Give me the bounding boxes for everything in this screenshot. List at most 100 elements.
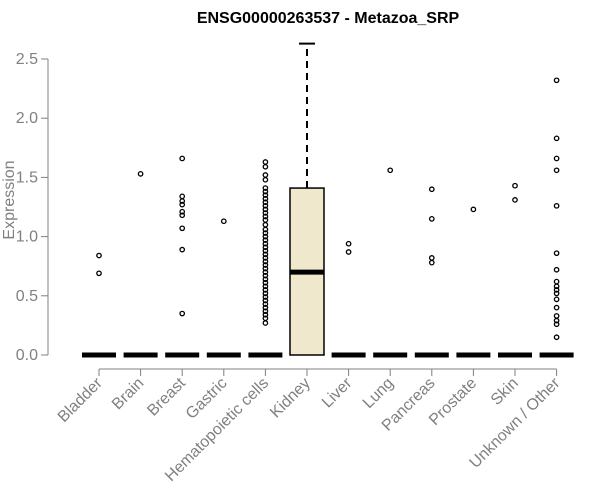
outlier-point bbox=[553, 202, 560, 209]
outlier-point bbox=[262, 176, 269, 183]
y-tick-label: 2.5 bbox=[16, 51, 38, 68]
outlier-point bbox=[262, 258, 269, 265]
outlier-point bbox=[262, 195, 269, 202]
boxes-group bbox=[82, 42, 574, 358]
outlier-point bbox=[262, 199, 269, 206]
outlier-point bbox=[512, 197, 518, 203]
outlier-point bbox=[262, 172, 269, 178]
box-unknown-other bbox=[539, 77, 574, 358]
outlier-point bbox=[262, 237, 269, 244]
outlier-point bbox=[553, 135, 560, 142]
outlier-point bbox=[553, 266, 560, 273]
outlier-point bbox=[262, 276, 269, 283]
outlier-point bbox=[553, 155, 560, 162]
outlier-point bbox=[262, 233, 269, 240]
outlier-point bbox=[137, 170, 144, 177]
outlier-point bbox=[262, 269, 269, 275]
outlier-point bbox=[262, 279, 269, 286]
outlier-point bbox=[179, 198, 186, 204]
outlier-point bbox=[96, 270, 102, 277]
outlier-point bbox=[262, 297, 269, 304]
outlier-point bbox=[553, 321, 560, 328]
outlier-point bbox=[262, 206, 269, 213]
outlier-point bbox=[262, 283, 269, 290]
outlier-point bbox=[179, 246, 186, 253]
outlier-point bbox=[262, 251, 269, 258]
outlier-point bbox=[553, 283, 560, 290]
x-tick-label: Bladder bbox=[55, 374, 106, 425]
outlier-point bbox=[553, 167, 560, 174]
y-tick-label: 1.5 bbox=[16, 169, 38, 186]
outlier-point bbox=[179, 193, 186, 200]
outlier-point bbox=[262, 192, 269, 199]
outlier-point bbox=[262, 265, 269, 272]
outlier-point bbox=[553, 296, 560, 303]
outlier-point bbox=[262, 290, 269, 297]
outlier-point bbox=[179, 208, 186, 215]
y-axis: 0.0 0.5 1.0 1.5 2.0 2.5 bbox=[16, 51, 49, 364]
box-breast bbox=[165, 155, 200, 358]
box-kidney bbox=[289, 42, 325, 356]
outlier-point bbox=[262, 163, 269, 170]
outlier-point bbox=[262, 226, 269, 233]
outlier-point bbox=[470, 206, 477, 213]
outlier-point bbox=[96, 252, 102, 259]
box-gastric bbox=[206, 218, 241, 358]
outlier-point bbox=[262, 255, 269, 261]
outlier-point bbox=[262, 272, 269, 279]
outlier-point bbox=[262, 230, 269, 236]
outlier-point bbox=[428, 186, 435, 193]
outlier-point bbox=[262, 308, 269, 315]
outlier-point bbox=[262, 221, 269, 228]
outlier-point bbox=[179, 212, 186, 219]
outlier-point bbox=[428, 215, 435, 222]
outlier-point bbox=[179, 155, 186, 162]
outlier-point bbox=[262, 262, 269, 268]
box-skin bbox=[498, 182, 532, 358]
outlier-point bbox=[262, 294, 269, 300]
y-tick-label: 0.5 bbox=[16, 288, 38, 305]
box-bladder bbox=[82, 252, 116, 358]
outlier-point bbox=[553, 317, 560, 324]
outlier-point bbox=[262, 159, 269, 165]
outlier-point bbox=[179, 201, 186, 208]
outlier-point bbox=[428, 259, 435, 266]
outlier-point bbox=[553, 250, 560, 257]
outlier-point bbox=[553, 77, 560, 84]
outlier-point bbox=[553, 334, 560, 341]
outlier-point bbox=[262, 240, 269, 247]
y-tick-label: 2.0 bbox=[16, 110, 38, 127]
outlier-point bbox=[428, 255, 435, 261]
outlier-point bbox=[262, 244, 269, 251]
outlier-point bbox=[179, 225, 186, 232]
y-tick-label: 0.0 bbox=[16, 347, 38, 364]
outlier-point bbox=[262, 304, 269, 311]
box-hematopoietic-cells bbox=[248, 159, 283, 358]
outlier-point bbox=[387, 167, 394, 174]
box-prostate bbox=[456, 206, 491, 358]
outlier-point bbox=[553, 313, 560, 319]
outlier-point bbox=[220, 218, 227, 225]
outlier-point bbox=[553, 278, 560, 285]
outlier-point bbox=[262, 311, 269, 318]
box-liver bbox=[331, 240, 366, 358]
x-tick-label: Skin bbox=[488, 375, 522, 409]
x-tick-label: Breast bbox=[144, 374, 189, 419]
x-tick-label: Brain bbox=[109, 375, 147, 413]
box-pancreas bbox=[414, 186, 449, 358]
outlier-point bbox=[553, 290, 560, 297]
outlier-point bbox=[262, 301, 269, 307]
outlier-point bbox=[262, 287, 269, 293]
y-tick-label: 1.0 bbox=[16, 229, 38, 246]
box-brain bbox=[123, 170, 158, 358]
outlier-point bbox=[262, 210, 269, 216]
outlier-point bbox=[345, 240, 352, 247]
x-tick-label: Liver bbox=[319, 374, 356, 411]
outlier-point bbox=[553, 287, 560, 293]
outlier-point bbox=[262, 320, 269, 326]
outlier-point bbox=[512, 182, 518, 189]
chart-title: ENSG00000263537 - Metazoa_SRP bbox=[197, 10, 460, 27]
